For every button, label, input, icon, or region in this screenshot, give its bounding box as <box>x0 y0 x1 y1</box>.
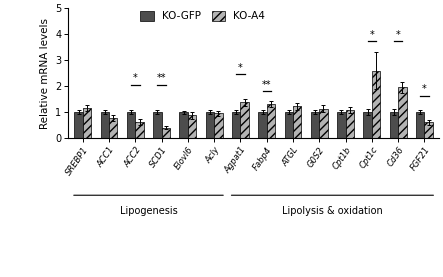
Bar <box>101 112 109 138</box>
Bar <box>109 118 117 138</box>
Bar <box>416 112 424 138</box>
Bar <box>153 112 162 138</box>
Bar <box>346 110 354 138</box>
Bar <box>337 112 346 138</box>
Bar <box>136 122 144 138</box>
Bar <box>284 112 293 138</box>
Bar <box>390 112 398 138</box>
Bar <box>74 112 83 138</box>
Bar <box>424 122 433 138</box>
Bar <box>311 112 319 138</box>
Bar <box>127 112 136 138</box>
Text: *: * <box>396 30 400 40</box>
Bar <box>319 109 328 138</box>
Bar <box>398 88 407 138</box>
Bar <box>258 112 267 138</box>
Text: **: ** <box>157 73 167 83</box>
Text: Lipolysis & oxidation: Lipolysis & oxidation <box>282 206 383 216</box>
Bar <box>241 102 249 138</box>
Text: Lipogenesis: Lipogenesis <box>120 206 177 216</box>
Bar <box>188 116 196 138</box>
Bar <box>293 106 301 138</box>
Bar <box>232 112 241 138</box>
Bar <box>83 108 91 138</box>
Y-axis label: Relative mRNA levels: Relative mRNA levels <box>39 18 50 129</box>
Bar <box>267 104 275 138</box>
Bar <box>206 112 214 138</box>
Text: *: * <box>238 63 243 73</box>
Text: *: * <box>133 73 138 83</box>
Bar <box>179 112 188 138</box>
Legend: KO-GFP, KO-A4: KO-GFP, KO-A4 <box>140 11 265 21</box>
Bar <box>363 112 372 138</box>
Text: *: * <box>369 30 374 40</box>
Text: *: * <box>422 84 427 94</box>
Text: **: ** <box>262 80 272 90</box>
Bar <box>214 113 222 138</box>
Bar <box>162 128 170 138</box>
Bar <box>372 71 380 138</box>
